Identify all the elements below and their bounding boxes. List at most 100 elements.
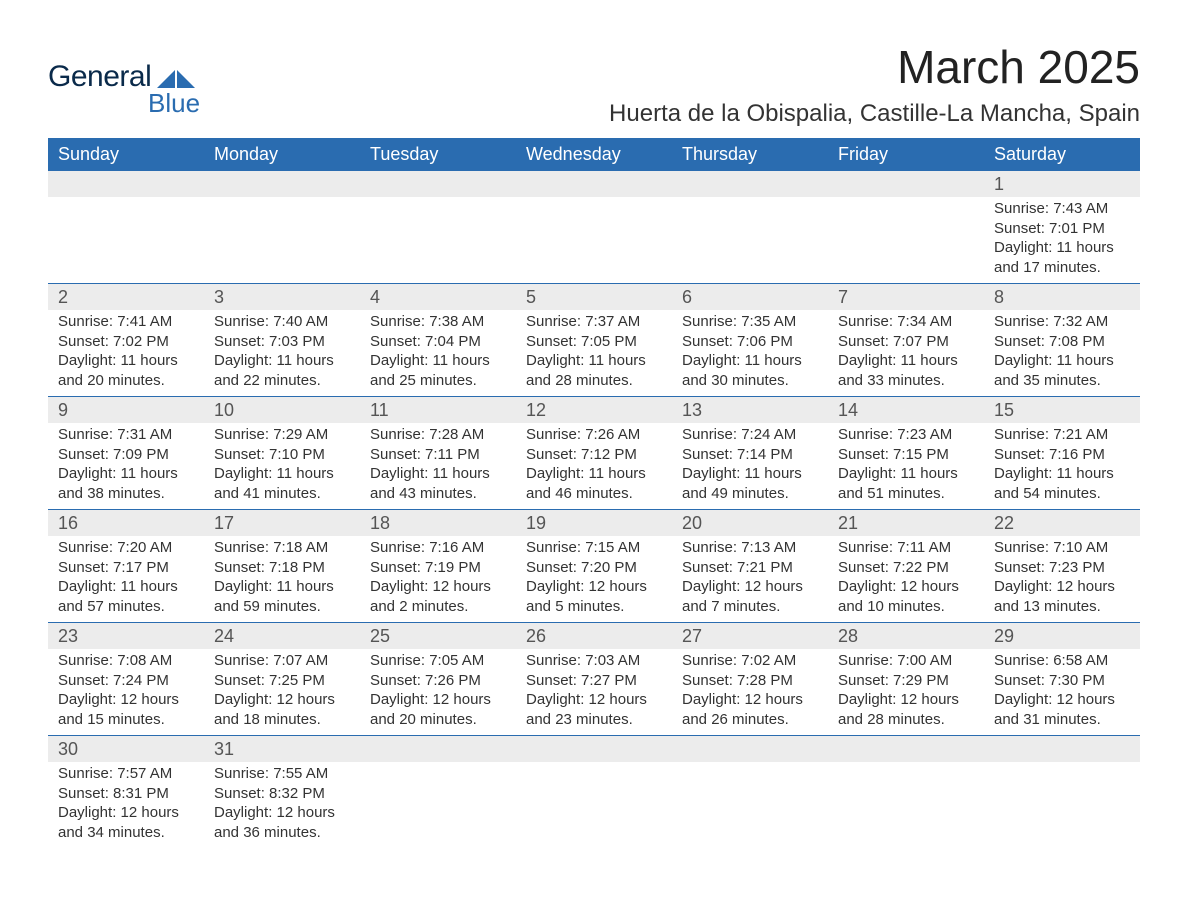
day-number: 30 — [48, 736, 204, 762]
sunset-line: Sunset: 7:10 PM — [214, 445, 350, 465]
sunrise-line: Sunrise: 7:10 AM — [994, 538, 1130, 558]
day-number: 25 — [360, 623, 516, 649]
day-cell — [516, 736, 672, 849]
day-detail — [516, 762, 672, 790]
sunset-line: Sunset: 7:07 PM — [838, 332, 974, 352]
daylight-line: Daylight: 11 hours and 49 minutes. — [682, 464, 818, 503]
sunset-line: Sunset: 7:16 PM — [994, 445, 1130, 465]
sunset-line: Sunset: 7:03 PM — [214, 332, 350, 352]
daylight-line: Daylight: 11 hours and 46 minutes. — [526, 464, 662, 503]
week-row: 9Sunrise: 7:31 AMSunset: 7:09 PMDaylight… — [48, 397, 1140, 510]
day-detail: Sunrise: 7:08 AMSunset: 7:24 PMDaylight:… — [48, 649, 204, 735]
weekday-header: Thursday — [672, 138, 828, 171]
day-number: 8 — [984, 284, 1140, 310]
day-detail: Sunrise: 7:18 AMSunset: 7:18 PMDaylight:… — [204, 536, 360, 622]
day-number: 2 — [48, 284, 204, 310]
day-detail: Sunrise: 7:13 AMSunset: 7:21 PMDaylight:… — [672, 536, 828, 622]
daylight-line: Daylight: 12 hours and 28 minutes. — [838, 690, 974, 729]
sunrise-line: Sunrise: 7:40 AM — [214, 312, 350, 332]
sunset-line: Sunset: 7:12 PM — [526, 445, 662, 465]
day-number: 27 — [672, 623, 828, 649]
day-number: 21 — [828, 510, 984, 536]
daylight-line: Daylight: 11 hours and 51 minutes. — [838, 464, 974, 503]
daylight-line: Daylight: 11 hours and 30 minutes. — [682, 351, 818, 390]
day-number — [48, 171, 204, 197]
day-cell: 1Sunrise: 7:43 AMSunset: 7:01 PMDaylight… — [984, 171, 1140, 284]
sunset-line: Sunset: 7:17 PM — [58, 558, 194, 578]
sunset-line: Sunset: 7:25 PM — [214, 671, 350, 691]
sunset-line: Sunset: 7:11 PM — [370, 445, 506, 465]
sunset-line: Sunset: 7:23 PM — [994, 558, 1130, 578]
day-number: 12 — [516, 397, 672, 423]
day-detail: Sunrise: 7:05 AMSunset: 7:26 PMDaylight:… — [360, 649, 516, 735]
week-row: 30Sunrise: 7:57 AMSunset: 8:31 PMDayligh… — [48, 736, 1140, 849]
day-number: 1 — [984, 171, 1140, 197]
day-detail — [984, 762, 1140, 790]
day-detail: Sunrise: 7:15 AMSunset: 7:20 PMDaylight:… — [516, 536, 672, 622]
day-cell — [360, 736, 516, 849]
sunset-line: Sunset: 7:19 PM — [370, 558, 506, 578]
sunrise-line: Sunrise: 6:58 AM — [994, 651, 1130, 671]
week-row: 1Sunrise: 7:43 AMSunset: 7:01 PMDaylight… — [48, 171, 1140, 284]
sunrise-line: Sunrise: 7:11 AM — [838, 538, 974, 558]
day-detail: Sunrise: 7:57 AMSunset: 8:31 PMDaylight:… — [48, 762, 204, 848]
sunset-line: Sunset: 7:24 PM — [58, 671, 194, 691]
day-cell: 21Sunrise: 7:11 AMSunset: 7:22 PMDayligh… — [828, 510, 984, 623]
day-number: 26 — [516, 623, 672, 649]
day-cell — [516, 171, 672, 284]
sunrise-line: Sunrise: 7:15 AM — [526, 538, 662, 558]
day-number: 5 — [516, 284, 672, 310]
sunset-line: Sunset: 7:04 PM — [370, 332, 506, 352]
day-detail: Sunrise: 6:58 AMSunset: 7:30 PMDaylight:… — [984, 649, 1140, 735]
day-cell — [672, 171, 828, 284]
day-detail: Sunrise: 7:35 AMSunset: 7:06 PMDaylight:… — [672, 310, 828, 396]
day-cell: 12Sunrise: 7:26 AMSunset: 7:12 PMDayligh… — [516, 397, 672, 510]
day-cell: 30Sunrise: 7:57 AMSunset: 8:31 PMDayligh… — [48, 736, 204, 849]
day-detail — [360, 762, 516, 790]
day-number — [516, 171, 672, 197]
day-cell: 9Sunrise: 7:31 AMSunset: 7:09 PMDaylight… — [48, 397, 204, 510]
sunrise-line: Sunrise: 7:35 AM — [682, 312, 818, 332]
sunrise-line: Sunrise: 7:34 AM — [838, 312, 974, 332]
sunset-line: Sunset: 7:05 PM — [526, 332, 662, 352]
daylight-line: Daylight: 11 hours and 17 minutes. — [994, 238, 1130, 277]
day-cell: 25Sunrise: 7:05 AMSunset: 7:26 PMDayligh… — [360, 623, 516, 736]
day-number: 18 — [360, 510, 516, 536]
day-cell — [984, 736, 1140, 849]
week-row: 23Sunrise: 7:08 AMSunset: 7:24 PMDayligh… — [48, 623, 1140, 736]
sunset-line: Sunset: 7:08 PM — [994, 332, 1130, 352]
sunrise-line: Sunrise: 7:02 AM — [682, 651, 818, 671]
page-title: March 2025 — [609, 40, 1140, 94]
daylight-line: Daylight: 12 hours and 5 minutes. — [526, 577, 662, 616]
day-detail — [204, 197, 360, 225]
day-detail: Sunrise: 7:43 AMSunset: 7:01 PMDaylight:… — [984, 197, 1140, 283]
day-detail: Sunrise: 7:11 AMSunset: 7:22 PMDaylight:… — [828, 536, 984, 622]
day-cell: 28Sunrise: 7:00 AMSunset: 7:29 PMDayligh… — [828, 623, 984, 736]
day-cell: 3Sunrise: 7:40 AMSunset: 7:03 PMDaylight… — [204, 284, 360, 397]
day-detail — [672, 762, 828, 790]
day-number: 29 — [984, 623, 1140, 649]
daylight-line: Daylight: 11 hours and 33 minutes. — [838, 351, 974, 390]
day-number — [516, 736, 672, 762]
day-number — [828, 171, 984, 197]
sunrise-line: Sunrise: 7:43 AM — [994, 199, 1130, 219]
day-number — [828, 736, 984, 762]
day-detail: Sunrise: 7:00 AMSunset: 7:29 PMDaylight:… — [828, 649, 984, 735]
day-cell — [828, 171, 984, 284]
daylight-line: Daylight: 11 hours and 28 minutes. — [526, 351, 662, 390]
sunrise-line: Sunrise: 7:26 AM — [526, 425, 662, 445]
day-detail: Sunrise: 7:29 AMSunset: 7:10 PMDaylight:… — [204, 423, 360, 509]
day-cell: 29Sunrise: 6:58 AMSunset: 7:30 PMDayligh… — [984, 623, 1140, 736]
sunrise-line: Sunrise: 7:08 AM — [58, 651, 194, 671]
day-number — [672, 171, 828, 197]
sunset-line: Sunset: 7:20 PM — [526, 558, 662, 578]
daylight-line: Daylight: 11 hours and 38 minutes. — [58, 464, 194, 503]
weekday-header: Wednesday — [516, 138, 672, 171]
daylight-line: Daylight: 12 hours and 36 minutes. — [214, 803, 350, 842]
day-number — [984, 736, 1140, 762]
day-number: 6 — [672, 284, 828, 310]
sunset-line: Sunset: 7:14 PM — [682, 445, 818, 465]
logo-text-blue: Blue — [148, 88, 200, 119]
day-cell — [360, 171, 516, 284]
day-detail — [672, 197, 828, 225]
